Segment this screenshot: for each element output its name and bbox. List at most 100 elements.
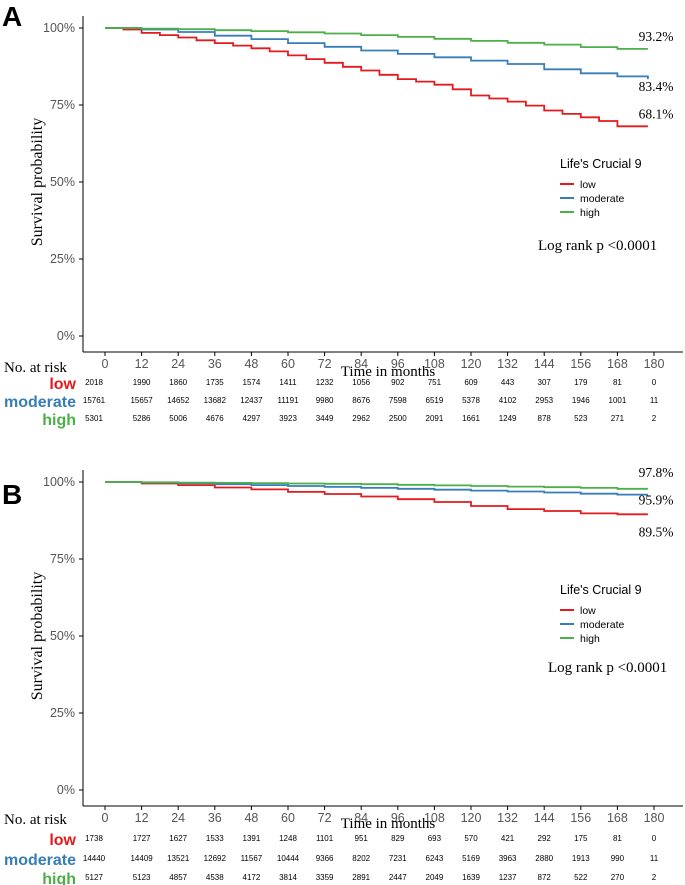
risk-cell: 1056 [352,378,370,387]
risk-cell: 421 [501,834,515,843]
risk-cell: 2447 [389,873,407,882]
x-tick-label: 96 [391,357,405,371]
risk-cell: 1101 [316,834,334,843]
risk-cell: 11 [650,396,659,405]
x-tick-label: 72 [318,357,332,371]
x-tick-label: 12 [135,357,149,371]
risk-cell: 2 [652,873,657,882]
legend-label-low: low [580,179,596,191]
x-axis-title: Time in months [341,816,436,832]
risk-cell: 1990 [133,378,151,387]
risk-cell: 5006 [169,414,187,423]
risk-cell: 951 [355,834,369,843]
risk-cell: 0 [652,378,657,387]
risk-cell: 5301 [85,414,103,423]
x-tick-label: 84 [354,357,368,371]
curve-high [105,27,648,50]
risk-cell: 1237 [499,873,517,882]
x-tick-label: 24 [171,357,185,371]
x-tick-label: 60 [281,357,295,371]
risk-cell: 522 [574,873,588,882]
y-axis-title: Survival probability [29,118,46,246]
risk-cell: 1946 [572,396,590,405]
risk-cell: 2049 [426,873,444,882]
risk-cell: 4172 [243,873,261,882]
risk-cell: 829 [391,834,405,843]
risk-cell: 2891 [352,873,370,882]
risk-cell: 3814 [279,873,297,882]
legend-label-moderate: moderate [580,193,625,205]
panel-a: A 0% 25% 50% 75% 100% 0 12 24 36 48 60 72 84 96 108 120 1… [2,1,683,429]
risk-cell: 9980 [316,396,334,405]
risk-cell: 81 [613,378,622,387]
risk-cell: 5286 [133,414,151,423]
risk-cell: 270 [611,873,625,882]
risk-cell: 2962 [352,414,370,423]
risk-cell: 2091 [426,414,444,423]
risk-cell: 1249 [499,414,517,423]
x-tick-label: 180 [644,357,665,371]
risk-cell: 5378 [462,396,480,405]
risk-cell: 1391 [243,834,261,843]
risk-cell: 570 [464,834,478,843]
risk-cell: 7598 [389,396,407,405]
risk-cell: 2953 [535,396,553,405]
risk-cell: 6519 [426,396,444,405]
y-tick-label: 75% [50,98,75,112]
risk-cell: 523 [574,414,588,423]
curve-high [105,481,648,490]
risk-row-label-moderate: moderate [4,394,76,411]
risk-cell: 2880 [535,854,553,863]
risk-cell: 81 [613,834,622,843]
risk-cell: 5127 [85,873,103,882]
risk-cell: 990 [611,854,625,863]
risk-cell: 1738 [85,834,103,843]
risk-table-title: No. at risk [4,812,67,828]
x-tick-label: 36 [208,811,222,825]
risk-cell: 14409 [130,854,153,863]
risk-cell: 4102 [499,396,517,405]
x-tick-label: 36 [208,357,222,371]
x-tick-label: 156 [570,811,591,825]
x-tick-label: 132 [497,357,518,371]
risk-cell: 3923 [279,414,297,423]
risk-cell: 8202 [352,854,370,863]
risk-cell: 14440 [83,854,106,863]
y-tick-label: 25% [50,252,75,266]
legend: Life's Crucial 9 low moderate high [560,157,642,219]
x-tick-label: 24 [171,811,185,825]
risk-cell: 9366 [316,854,334,863]
risk-cell: 872 [538,873,552,882]
risk-cell: 11191 [277,396,299,405]
risk-cell: 2018 [85,378,103,387]
risk-cell: 902 [391,378,405,387]
y-tick-label: 50% [50,175,75,189]
risk-cell: 12437 [240,396,263,405]
curve-low [105,27,648,128]
risk-cell: 751 [428,378,442,387]
x-tick-label: 0 [102,357,109,371]
end-label-low: 68.1% [639,106,674,121]
y-tick-label: 0% [57,783,75,797]
legend-title: Life's Crucial 9 [560,157,642,171]
risk-cell: 292 [538,834,552,843]
panel-b: B 0% 25% 50% 75% 100% 0 12 24 36 48 60 72 84 96 108 120 1… [2,465,683,885]
panel-letter: B [2,479,22,510]
x-tick-label: 96 [391,811,405,825]
risk-cell: 1727 [133,834,151,843]
end-label-high: 97.8% [639,465,674,480]
x-tick-label: 180 [644,811,665,825]
end-label-high: 93.2% [639,29,674,44]
risk-cell: 693 [428,834,442,843]
risk-cell: 13682 [204,396,227,405]
y-tick-label: 50% [50,629,75,643]
risk-cell: 3963 [499,854,517,863]
risk-cell: 1860 [169,378,187,387]
y-tick-label: 25% [50,706,75,720]
log-rank-annotation: Log rank p <0.0001 [548,660,667,676]
x-tick-label: 108 [424,811,445,825]
legend-label-moderate: moderate [580,619,625,631]
risk-cell: 1533 [206,834,224,843]
legend-label-high: high [580,207,600,219]
